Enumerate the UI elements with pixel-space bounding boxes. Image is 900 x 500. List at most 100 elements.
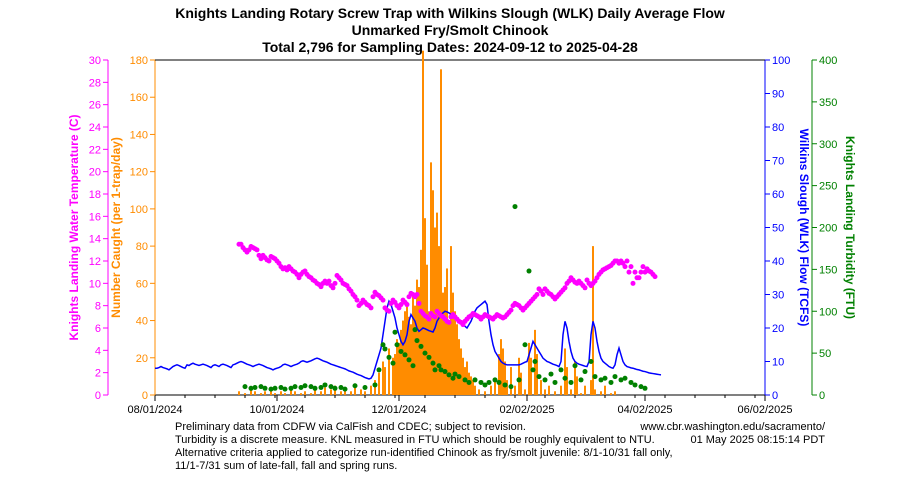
catch-bar bbox=[280, 391, 282, 395]
turbidity-point bbox=[383, 346, 388, 351]
catch-bar bbox=[600, 391, 602, 395]
turbidity-point bbox=[303, 383, 308, 388]
catch-bar bbox=[518, 358, 520, 395]
temp-point bbox=[627, 270, 632, 275]
catch-bar bbox=[594, 389, 596, 395]
y-tick-label: 0 bbox=[772, 390, 778, 402]
temp-point bbox=[447, 320, 452, 325]
temp-point bbox=[333, 281, 338, 286]
y-tick-label: 20 bbox=[136, 353, 148, 365]
turbidity-point bbox=[603, 376, 608, 381]
y-tick-label: 22 bbox=[89, 144, 101, 156]
y-tick-label: 40 bbox=[136, 316, 148, 328]
turbidity-point bbox=[549, 372, 554, 377]
y-tick-label: 14 bbox=[89, 234, 101, 246]
turbidity-point bbox=[593, 374, 598, 379]
catch-bar bbox=[244, 393, 246, 395]
catch-bar bbox=[564, 348, 566, 395]
catch-bar bbox=[560, 386, 562, 395]
catch-bar bbox=[614, 391, 616, 395]
turbidity-point bbox=[643, 386, 648, 391]
title-line2: Unmarked Fry/Smolt Chinook bbox=[352, 22, 549, 38]
catch-bar bbox=[548, 386, 550, 395]
catch-bar bbox=[294, 391, 296, 395]
catch-bar bbox=[384, 367, 386, 395]
catch-bar bbox=[524, 389, 526, 395]
turbidity-point bbox=[509, 384, 514, 389]
x-tick-label: 06/02/2025 bbox=[737, 404, 792, 416]
turbidity-point bbox=[419, 344, 424, 349]
turbidity-point bbox=[333, 386, 338, 391]
y-tick-label: 20 bbox=[89, 167, 101, 179]
catch-bar bbox=[504, 362, 506, 396]
catch-bar bbox=[506, 380, 508, 395]
catch-bar bbox=[310, 393, 312, 395]
axis-label: Wilkins Slough (WLK) Flow (TCFS) bbox=[797, 129, 811, 327]
catch-bar bbox=[576, 376, 578, 395]
temp-point bbox=[415, 292, 420, 297]
axis-label: Number Caught (per 1-trap/day) bbox=[109, 137, 123, 318]
temp-point bbox=[433, 314, 438, 319]
turbidity-point bbox=[403, 352, 408, 357]
y-tick-label: 140 bbox=[130, 129, 148, 141]
turbidity-point bbox=[293, 384, 298, 389]
turbidity-point bbox=[533, 359, 538, 364]
catch-bar bbox=[442, 293, 444, 395]
y-tick-label: 120 bbox=[130, 167, 148, 179]
axis-label: Knights Landing Turbidity (FTU) bbox=[843, 136, 857, 319]
catch-bar bbox=[238, 391, 240, 395]
catch-bar bbox=[458, 339, 460, 395]
y-tick-label: 40 bbox=[772, 256, 784, 268]
catch-bar bbox=[304, 391, 306, 395]
catch-bar bbox=[324, 388, 326, 395]
turbidity-point bbox=[589, 359, 594, 364]
catch-bar bbox=[428, 311, 430, 395]
title-line1: Knights Landing Rotary Screw Trap with W… bbox=[175, 5, 725, 21]
catch-bar bbox=[260, 393, 262, 395]
catch-bar bbox=[300, 393, 302, 395]
turbidity-point bbox=[623, 376, 628, 381]
x-tick-label: 02/02/2025 bbox=[499, 404, 554, 416]
y-tick-label: 400 bbox=[819, 55, 837, 67]
catch-bar bbox=[364, 391, 366, 395]
turbidity-point bbox=[559, 367, 564, 372]
catch-bar bbox=[604, 386, 606, 395]
temp-point bbox=[417, 301, 422, 306]
turbidity-point bbox=[399, 349, 404, 354]
turbidity-point bbox=[443, 369, 448, 374]
temp-point bbox=[369, 305, 374, 310]
temp-point bbox=[633, 270, 638, 275]
catch-bar bbox=[320, 391, 322, 395]
turbidity-point bbox=[573, 363, 578, 368]
temp-point bbox=[381, 298, 386, 303]
catch-bar bbox=[340, 391, 342, 395]
y-tick-label: 350 bbox=[819, 97, 837, 109]
catch-bar bbox=[580, 393, 582, 395]
temp-point bbox=[267, 259, 272, 264]
turbidity-point bbox=[407, 357, 412, 362]
turbidity-point bbox=[523, 342, 528, 347]
catch-bar bbox=[544, 389, 546, 395]
catch-bar bbox=[510, 367, 512, 395]
catch-bar bbox=[570, 389, 572, 395]
footer-line: Preliminary data from CDFW via CalFish a… bbox=[175, 421, 526, 433]
temp-point bbox=[637, 275, 642, 280]
turbidity-point bbox=[487, 380, 492, 385]
footer-timestamp: 01 May 2025 08:15:14 PDT bbox=[690, 434, 825, 446]
catch-bar bbox=[514, 386, 516, 395]
y-tick-label: 30 bbox=[89, 55, 101, 67]
y-tick-label: 28 bbox=[89, 77, 101, 89]
turbidity-point bbox=[395, 342, 400, 347]
turbidity-point bbox=[433, 367, 438, 372]
catch-bar bbox=[422, 51, 424, 395]
catch-bar bbox=[502, 348, 504, 395]
chart-container: Knights Landing Rotary Screw Trap with W… bbox=[0, 0, 900, 500]
temp-point bbox=[509, 308, 514, 313]
y-tick-label: 90 bbox=[772, 89, 784, 101]
catch-bar bbox=[484, 391, 486, 395]
y-tick-label: 70 bbox=[772, 156, 784, 168]
catch-bar bbox=[440, 69, 442, 395]
catch-bar bbox=[412, 293, 414, 395]
temp-point bbox=[629, 264, 634, 269]
footer-link: www.cbr.washington.edu/sacramento/ bbox=[639, 421, 826, 433]
